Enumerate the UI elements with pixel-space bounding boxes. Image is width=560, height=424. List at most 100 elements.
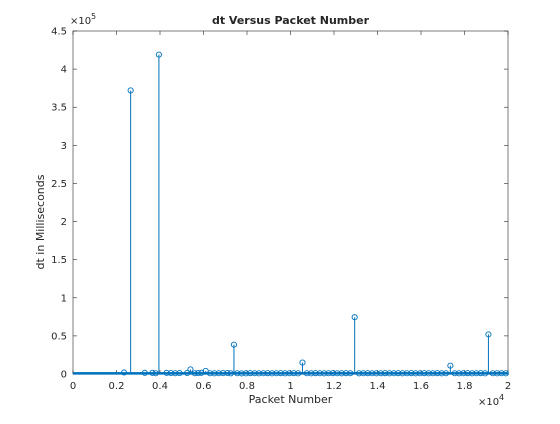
stem-marker: [149, 369, 156, 376]
stem-marker: [176, 370, 183, 377]
y-exponent-power: 5: [91, 12, 96, 21]
stem-marker: [234, 370, 241, 377]
stem-marker: [316, 370, 323, 377]
stem-marker: [290, 370, 297, 377]
stem-marker: [425, 370, 432, 377]
y-tick-label: 2: [61, 217, 67, 228]
stem-marker: [227, 370, 234, 377]
y-tick-label: 4: [61, 65, 67, 76]
stem-marker: [286, 370, 293, 377]
stem-marker: [473, 370, 480, 377]
stem-marker: [152, 370, 159, 377]
stem-marker: [242, 370, 249, 377]
stem-marker: [329, 370, 336, 377]
x-axis-exponent: ×10 4: [478, 393, 504, 408]
x-tick-label: 0.2: [109, 381, 125, 392]
stem-marker: [390, 370, 397, 377]
stem-marker: [334, 370, 341, 377]
stem-marker: [282, 370, 289, 377]
x-axis-label: Packet Number: [249, 393, 333, 406]
stem-marker: [382, 370, 389, 377]
stem-marker: [342, 370, 350, 377]
stem-marker: [403, 370, 410, 377]
x-tick-label: 1: [287, 381, 293, 392]
stem-marker: [364, 370, 371, 377]
stem-marker: [273, 370, 280, 377]
stem-marker: [347, 370, 354, 377]
stem-marker: [299, 359, 306, 366]
x-tick-label: 0: [70, 381, 76, 392]
y-axis-exponent: ×10 5: [70, 12, 96, 27]
stem-marker: [395, 370, 402, 377]
stem-marker: [215, 370, 222, 377]
y-tick-label: 4.5: [51, 27, 67, 38]
stem-marker: [399, 370, 406, 377]
chart-title: dt Versus Packet Number: [212, 14, 370, 27]
stem-marker: [489, 370, 496, 377]
stem-marker: [127, 87, 134, 94]
y-tick-label: 0.5: [51, 331, 67, 342]
x-tick-label: 0.8: [239, 381, 255, 392]
stem-marker: [220, 370, 227, 377]
stem-marker: [260, 370, 267, 377]
stem-marker: [469, 370, 476, 377]
stem-marker: [434, 370, 441, 377]
axes-box: [72, 30, 509, 375]
stem-marker: [429, 370, 437, 377]
stem-marker: [163, 369, 170, 376]
stem-marker: [167, 370, 174, 377]
y-tick-label: 1.5: [51, 255, 67, 266]
stem-marker: [416, 370, 423, 377]
stem-marker: [408, 370, 415, 377]
stem-marker: [351, 314, 358, 321]
stem-marker: [498, 370, 505, 377]
stem-marker: [464, 370, 471, 377]
stem-marker: [308, 370, 315, 377]
stem-marker: [255, 370, 263, 377]
x-tick-label: 1.4: [370, 381, 386, 392]
y-tick-label: 0: [61, 370, 67, 381]
x-exponent-base: ×10: [478, 397, 499, 408]
y-tick-label: 2.5: [51, 179, 67, 190]
stem-marker: [386, 370, 393, 377]
stem-marker: [477, 370, 484, 377]
stem-marker: [277, 370, 284, 377]
stem-marker: [121, 369, 128, 376]
y-tick-label: 1: [61, 293, 67, 304]
stem-marker: [482, 370, 489, 377]
x-exponent-power: 4: [499, 393, 504, 402]
stem-marker: [502, 370, 509, 377]
x-tick-label: 0.6: [196, 381, 212, 392]
stem-marker: [377, 370, 384, 377]
x-tick-label: 2: [505, 381, 511, 392]
y-exponent-base: ×10: [70, 16, 91, 27]
stem-marker: [421, 370, 428, 377]
x-tick-label: 1.2: [326, 381, 342, 392]
stem-marker: [230, 341, 237, 348]
stem-marker: [295, 370, 302, 377]
stem-marker: [195, 370, 202, 377]
stem-marker: [442, 370, 450, 377]
x-tick-label: 1.6: [413, 381, 429, 392]
stem-marker: [184, 369, 191, 376]
stem-marker: [247, 370, 254, 377]
stem-marker: [141, 369, 148, 376]
baseline-stems: [73, 372, 508, 374]
stem-marker: [451, 370, 458, 377]
stem-marker: [238, 370, 245, 377]
stem-marker: [494, 370, 501, 377]
stem-marker: [485, 331, 492, 338]
x-tick-label: 1.8: [457, 381, 473, 392]
stem-marker: [438, 370, 445, 377]
stem-marker: [360, 370, 367, 377]
x-tick-label: 0.4: [152, 381, 168, 392]
stem-marker: [373, 370, 380, 377]
stem-marker: [312, 370, 319, 377]
stem-marker: [155, 51, 162, 58]
stem-marker: [456, 370, 463, 377]
stem-marker: [224, 369, 231, 377]
stem-marker: [187, 366, 194, 373]
stem-marker: [321, 370, 328, 377]
y-tick-label: 3: [61, 141, 67, 152]
